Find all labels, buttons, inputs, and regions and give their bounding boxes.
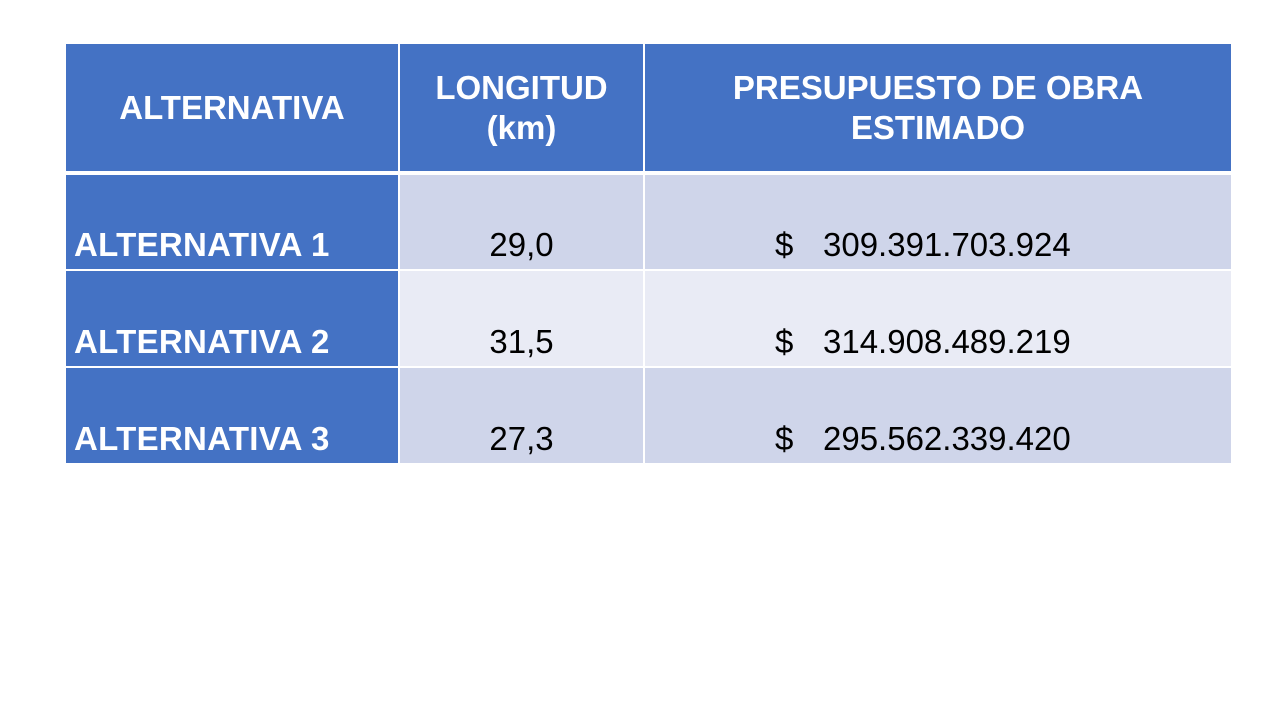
header-budget-line2: ESTIMADO (850, 108, 1026, 146)
currency-symbol: $ (775, 420, 794, 457)
length-cell: 27,3 (399, 367, 645, 465)
table-row: ALTERNATIVA 2 31,5 $314.908.489.219 (66, 270, 1231, 368)
header-budget-line1: PRESUPUESTO DE OBRA (732, 68, 1144, 106)
header-length: LONGITUD (km) (399, 44, 645, 175)
row-label: ALTERNATIVA 2 (66, 270, 400, 368)
budget-value: 295.562.339.420 (823, 420, 1071, 457)
length-cell: 29,0 (399, 173, 645, 271)
header-length-line2: (km) (486, 108, 557, 146)
budget-value: 309.391.703.924 (823, 226, 1071, 263)
header-budget: PRESUPUESTO DE OBRA ESTIMADO (644, 44, 1231, 175)
budget-value: 314.908.489.219 (823, 323, 1071, 360)
header-alternative: ALTERNATIVA (66, 44, 400, 175)
currency-symbol: $ (775, 226, 794, 263)
header-alternative-label: ALTERNATIVA (119, 88, 345, 126)
table-row: ALTERNATIVA 3 27,3 $295.562.339.420 (66, 367, 1231, 465)
budget-cell: $314.908.489.219 (644, 270, 1231, 368)
table-header-row: ALTERNATIVA LONGITUD (km) PRESUPUESTO DE… (66, 44, 1231, 175)
budget-cell: $309.391.703.924 (644, 173, 1231, 271)
alternatives-table: ALTERNATIVA LONGITUD (km) PRESUPUESTO DE… (66, 44, 1231, 465)
currency-symbol: $ (775, 323, 794, 360)
budget-cell: $295.562.339.420 (644, 367, 1231, 465)
length-cell: 31,5 (399, 270, 645, 368)
table-row: ALTERNATIVA 1 29,0 $309.391.703.924 (66, 173, 1231, 271)
row-label: ALTERNATIVA 1 (66, 173, 400, 271)
header-length-line1: LONGITUD (435, 68, 608, 106)
row-label: ALTERNATIVA 3 (66, 367, 400, 465)
